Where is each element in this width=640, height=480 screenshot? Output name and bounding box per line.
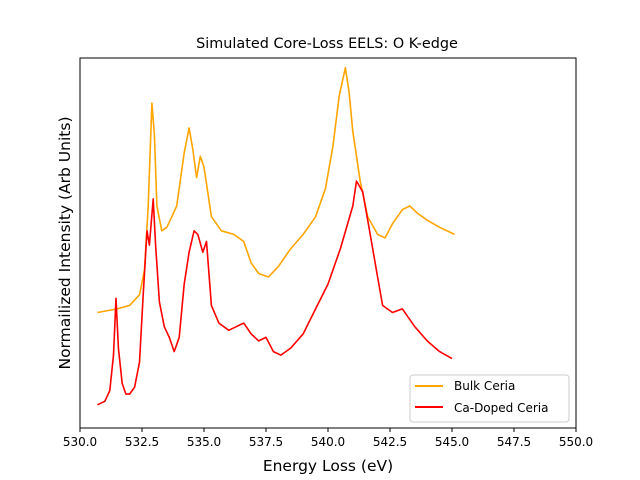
x-tick-label: 542.5 [373, 435, 407, 449]
series-line-bulk-ceria [97, 66, 455, 314]
x-tick-label: 537.5 [249, 435, 283, 449]
x-tick-label: 540.0 [311, 435, 345, 449]
plot-area-frame [79, 57, 577, 429]
x-tick-label: 550.0 [559, 435, 593, 449]
legend-label-ca-doped-ceria: Ca-Doped Ceria [454, 401, 548, 415]
legend-label-bulk-ceria: Bulk Ceria [454, 379, 515, 393]
x-axis-label: Energy Loss (eV) [263, 457, 393, 475]
series-line-ca-doped-ceria [97, 180, 453, 406]
x-tick-label: 547.5 [497, 435, 531, 449]
x-tick-label: 532.5 [125, 435, 159, 449]
x-tick-label: 535.0 [187, 435, 221, 449]
y-axis-label: Normailized Intensity (Arb Units) [56, 117, 74, 370]
x-tick-label: 530.0 [63, 435, 97, 449]
series-layer [97, 66, 455, 406]
legend: Bulk Ceria Ca-Doped Ceria [409, 374, 570, 423]
chart-title: Simulated Core-Loss EELS: O K-edge [196, 36, 458, 52]
x-axis-ticks: 530.0 532.5 535.0 537.5 540.0 542.5 545.0 547.5… [63, 428, 593, 449]
x-tick-label: 545.0 [435, 435, 469, 449]
legend-box [409, 374, 570, 423]
